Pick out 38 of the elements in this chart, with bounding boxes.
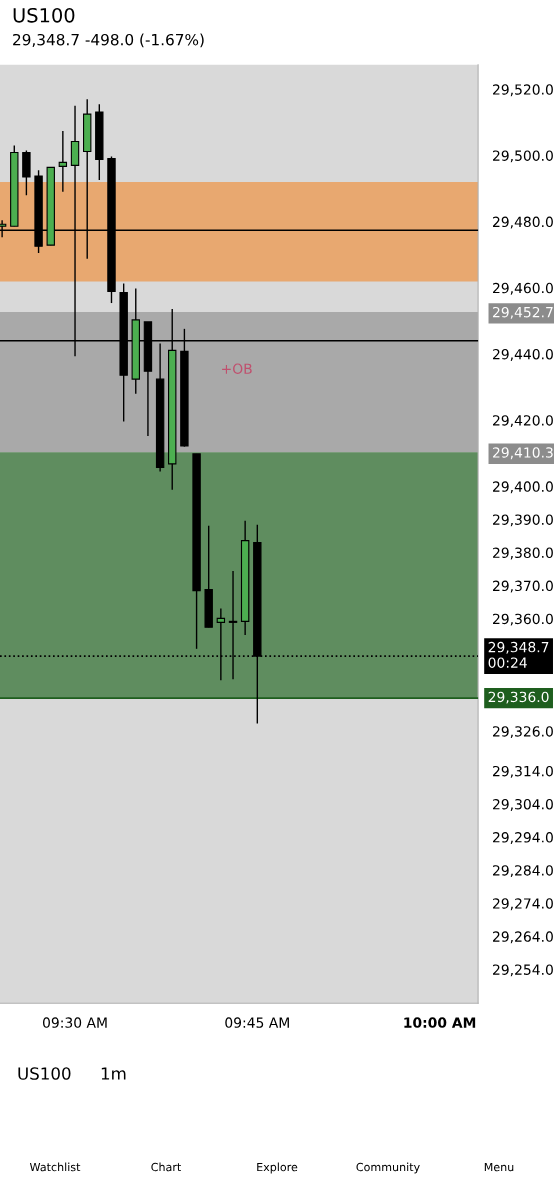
y-tick-label: 29,460.0 (493, 282, 553, 295)
chart-subtitle: 29,348.7 -498.0 (-1.67%) (13, 33, 204, 48)
y-tick-label: 29,274.0 (493, 898, 553, 911)
text: Explore (257, 1162, 298, 1174)
y-tick-label: 29,370.0 (493, 580, 553, 593)
y-tick-label: 29,420.0 (493, 415, 553, 428)
y-tick-label: 29,326.0 (493, 726, 553, 739)
text: 1m (101, 1067, 126, 1080)
ref-line-label: 29,336.0 (488, 691, 549, 704)
y-tick-label: 29,284.0 (493, 865, 553, 878)
text: Menu (484, 1162, 514, 1172)
x-tick-label: 10:00 AM (404, 1017, 476, 1028)
x-tick-label: 09:30 AM (42, 1017, 107, 1028)
text: Community (356, 1162, 420, 1174)
x-tick-label: 09:45 AM (225, 1017, 289, 1028)
y-tick-label: 29,380.0 (493, 547, 553, 560)
y-tick-label: 29,452.7 (493, 306, 553, 319)
text: Chart (151, 1162, 181, 1172)
y-tick-label: 29,500.0 (493, 150, 553, 163)
annotation: +OB (222, 363, 252, 374)
text: US100 (18, 1067, 71, 1080)
y-tick-label: 29,264.0 (493, 931, 553, 944)
y-tick-label: 29,390.0 (493, 514, 553, 527)
y-tick-label: 29,520.0 (493, 84, 553, 97)
y-tick-label: 29,294.0 (493, 832, 553, 844)
ref-line-label: 29,348.7 00:24 (488, 641, 549, 668)
y-tick-label: 29,480.0 (493, 216, 553, 229)
y-tick-label: 29,410.3 (493, 447, 553, 460)
y-tick-label: 29,440.0 (493, 348, 553, 361)
candlestick (216, 607, 226, 681)
chart-title: US100 (13, 7, 75, 23)
y-tick-label: 29,360.0 (493, 613, 553, 626)
candlestick (58, 130, 68, 193)
text: Watchlist (29, 1162, 81, 1172)
y-tick-label: 29,254.0 (493, 964, 553, 977)
y-tick-label: 29,400.0 (493, 481, 553, 494)
y-tick-label: 29,314.0 (493, 765, 553, 778)
y-tick-label: 29,304.0 (493, 798, 553, 811)
